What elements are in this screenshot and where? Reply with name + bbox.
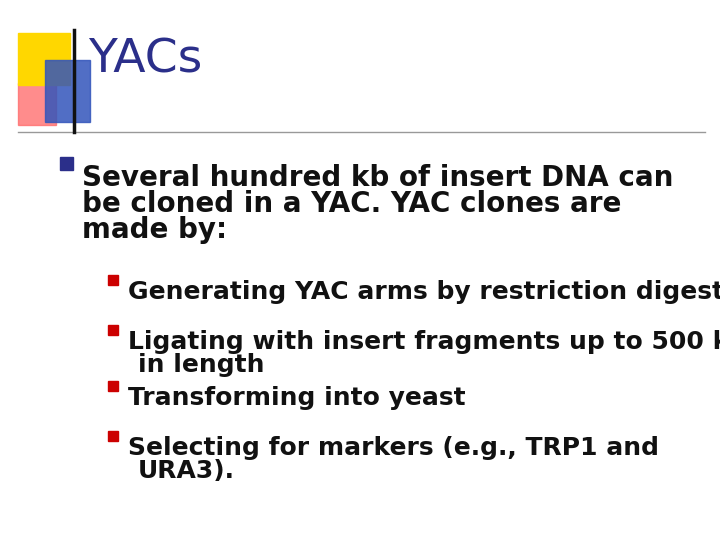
Bar bbox=[108, 381, 118, 391]
Bar bbox=[18, 33, 70, 85]
Text: Selecting for markers (e.g., TRP1 and: Selecting for markers (e.g., TRP1 and bbox=[128, 436, 659, 460]
Text: in length: in length bbox=[138, 353, 264, 377]
Text: be cloned in a YAC. YAC clones are: be cloned in a YAC. YAC clones are bbox=[82, 190, 621, 218]
Bar bbox=[60, 157, 73, 170]
Bar bbox=[108, 275, 118, 285]
Bar bbox=[108, 325, 118, 335]
Text: Transforming into yeast: Transforming into yeast bbox=[128, 386, 466, 410]
Text: URA3).: URA3). bbox=[138, 459, 235, 483]
Text: YACs: YACs bbox=[88, 37, 202, 83]
Text: made by:: made by: bbox=[82, 216, 227, 244]
Text: Ligating with insert fragments up to 500 kb: Ligating with insert fragments up to 500… bbox=[128, 330, 720, 354]
Text: Generating YAC arms by restriction digest: Generating YAC arms by restriction diges… bbox=[128, 280, 720, 304]
Bar bbox=[18, 83, 56, 125]
Text: Several hundred kb of insert DNA can: Several hundred kb of insert DNA can bbox=[82, 164, 673, 192]
Bar bbox=[108, 431, 118, 441]
Bar bbox=[45, 60, 90, 122]
